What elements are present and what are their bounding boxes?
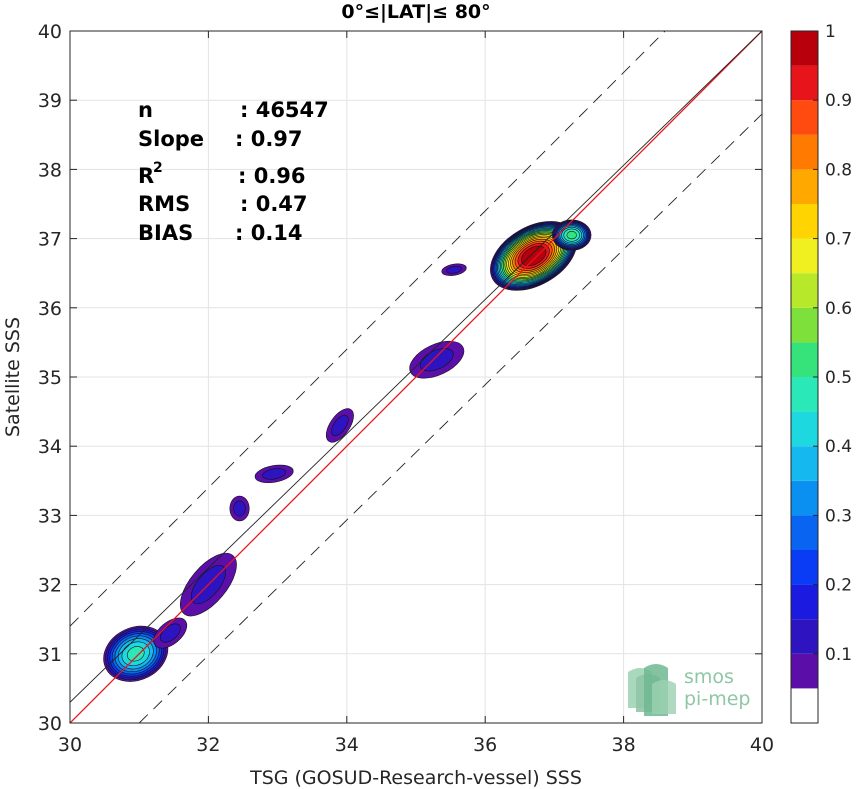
density-contour-level bbox=[262, 468, 287, 480]
colorbar-segment bbox=[791, 307, 818, 343]
watermark-logo: smos pi-mep bbox=[628, 664, 750, 716]
colorbar-segment bbox=[791, 411, 818, 447]
chart-title: 0°≤|LAT|≤ 80° bbox=[341, 1, 490, 23]
regression-line bbox=[70, 31, 762, 703]
upper_bound-line bbox=[70, 31, 666, 627]
y-tick-label: 35 bbox=[38, 367, 62, 389]
density-contour-level bbox=[566, 231, 577, 240]
lower_bound-line bbox=[138, 113, 762, 723]
density-contour-level bbox=[446, 265, 462, 274]
colorbar-segment bbox=[791, 273, 818, 308]
x-axis-label: TSG (GOSUD-Research-vessel) SSS bbox=[249, 767, 582, 789]
identity-line bbox=[70, 31, 762, 723]
colorbar-segment bbox=[791, 134, 818, 170]
density-cluster bbox=[441, 263, 467, 276]
colorbar-tick-label: 0.9 bbox=[825, 91, 852, 111]
grid bbox=[69, 30, 763, 724]
x-tick-label: 40 bbox=[750, 734, 774, 756]
colorbar-segment bbox=[791, 204, 818, 239]
density-cluster bbox=[229, 495, 250, 522]
density-contour-level bbox=[520, 245, 547, 267]
colorbar-segment bbox=[791, 31, 818, 66]
colorbar-tick-label: 0.5 bbox=[825, 368, 852, 388]
colorbar-segment bbox=[791, 480, 818, 516]
density-cluster bbox=[254, 464, 294, 484]
colorbar-tick-label: 0.1 bbox=[825, 645, 852, 665]
colorbar-tick-label: 0.2 bbox=[825, 576, 852, 596]
colorbar-tick-label: 0.6 bbox=[825, 299, 852, 319]
colorbar-tick-label: 0.3 bbox=[825, 506, 852, 526]
density-cluster bbox=[153, 617, 188, 649]
stat-n-label: n bbox=[138, 98, 153, 122]
colorbar-segment bbox=[791, 619, 818, 654]
y-tick-label: 31 bbox=[38, 644, 62, 666]
stat-rms-label: RMS bbox=[138, 192, 190, 216]
stat-bias-value: : 0.14 bbox=[235, 221, 303, 245]
y-tick-label: 33 bbox=[38, 505, 62, 527]
y-axis-label: Satellite SSS bbox=[2, 317, 24, 437]
colorbar-tick-label: 0.7 bbox=[825, 230, 852, 250]
stat-bias-label: BIAS bbox=[138, 221, 193, 245]
watermark-line2: pi-mep bbox=[684, 688, 750, 710]
y-tick-label: 32 bbox=[38, 575, 62, 597]
watermark-line1: smos bbox=[684, 666, 734, 688]
colorbar-segment bbox=[791, 550, 818, 585]
stat-rms-value: : 0.47 bbox=[240, 192, 308, 216]
x-tick-label: 38 bbox=[612, 734, 636, 756]
colorbar-segment bbox=[791, 238, 818, 274]
stat-r2-label: R bbox=[138, 164, 154, 188]
x-tick-label: 36 bbox=[473, 734, 497, 756]
colorbar-tick-label: 0.8 bbox=[825, 160, 852, 180]
density-cluster bbox=[552, 219, 592, 251]
density-contour-level bbox=[331, 414, 349, 437]
x-axis-ticks: 30 32 34 36 38 40 bbox=[58, 31, 774, 756]
colorbar-ticks: 0.1 0.2 0.3 0.4 0.5 0.6 0.7 0.8 0.9 1 bbox=[813, 22, 852, 665]
y-tick-label: 39 bbox=[38, 90, 62, 112]
density-cluster bbox=[103, 625, 169, 682]
colorbar-segment bbox=[791, 688, 818, 723]
stat-r2-value: : 0.96 bbox=[238, 164, 306, 188]
colorbar bbox=[791, 31, 818, 723]
stat-n-value: : 46547 bbox=[240, 98, 329, 122]
colorbar-segment bbox=[791, 100, 818, 135]
colorbar-segment bbox=[791, 446, 818, 481]
colorbar-segment bbox=[791, 653, 818, 689]
colorbar-segment bbox=[791, 169, 818, 204]
y-tick-label: 30 bbox=[38, 713, 62, 735]
colorbar-segment bbox=[791, 377, 818, 412]
colorbar-tick-label: 0.4 bbox=[825, 437, 852, 457]
y-tick-label: 34 bbox=[38, 436, 62, 458]
x-tick-label: 30 bbox=[58, 734, 82, 756]
y-tick-label: 37 bbox=[38, 229, 62, 251]
colorbar-segment bbox=[791, 515, 818, 550]
stat-r2-sup: 2 bbox=[153, 160, 163, 176]
stat-slope-label: Slope bbox=[138, 127, 204, 151]
colorbar-segment bbox=[791, 584, 818, 620]
y-tick-label: 36 bbox=[38, 298, 62, 320]
density-contour-level bbox=[233, 500, 246, 517]
x-tick-label: 34 bbox=[335, 734, 359, 756]
colorbar-segment bbox=[791, 65, 818, 101]
y-tick-label: 38 bbox=[38, 159, 62, 181]
y-tick-label: 40 bbox=[38, 21, 62, 43]
density-cluster bbox=[325, 408, 354, 443]
x-tick-label: 32 bbox=[196, 734, 220, 756]
stat-slope-value: : 0.97 bbox=[235, 127, 303, 151]
stats-box: n : 46547 Slope : 0.97 R 2 : 0.96 RMS : … bbox=[138, 98, 329, 245]
y-axis-ticks: 30 31 32 33 34 35 36 37 38 39 40 bbox=[38, 21, 762, 735]
colorbar-segment bbox=[791, 342, 818, 377]
reference-lines bbox=[70, 31, 762, 723]
smos-logo-icon bbox=[628, 664, 676, 716]
colorbar-tick-label: 1 bbox=[825, 22, 836, 42]
